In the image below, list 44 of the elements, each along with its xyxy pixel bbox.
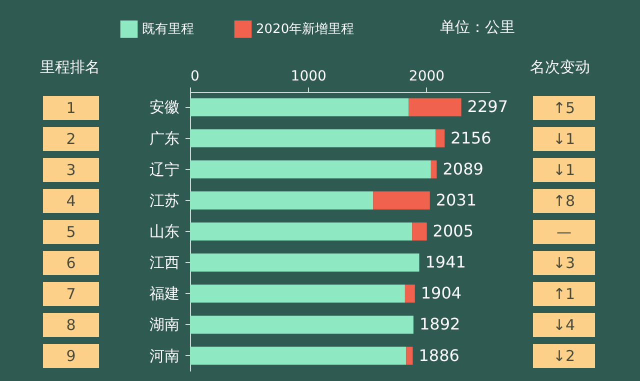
total-label: 2031 bbox=[436, 190, 477, 210]
label-box: ↑1 bbox=[533, 282, 595, 306]
total-label: 1892 bbox=[419, 314, 460, 334]
legend-label: 既有里程 bbox=[142, 22, 194, 38]
x-tick-label: 0 bbox=[190, 68, 200, 84]
label-box: 8 bbox=[43, 312, 99, 336]
legend-label: 2020年新增里程 bbox=[256, 22, 354, 38]
label-box: ↑5 bbox=[533, 96, 595, 120]
label-box: ↓1 bbox=[533, 158, 595, 182]
label-box: 2 bbox=[43, 126, 99, 150]
total-label: 1941 bbox=[425, 252, 466, 272]
y-tick-label: 湖南 bbox=[150, 316, 180, 334]
label-box: 9 bbox=[43, 344, 99, 368]
label-box: 7 bbox=[43, 282, 99, 306]
label-box: — bbox=[533, 220, 595, 244]
y-tick-label: 山东 bbox=[150, 222, 180, 240]
label-box: ↓3 bbox=[533, 250, 595, 274]
label-box: ↓1 bbox=[533, 126, 595, 150]
x-tick-label: 1000 bbox=[290, 68, 326, 84]
total-label: 2005 bbox=[432, 222, 474, 240]
label-box: ↓4 bbox=[533, 312, 595, 336]
total-label: 2089 bbox=[442, 159, 484, 178]
y-tick-label: 安徽 bbox=[150, 98, 180, 116]
y-tick-label: 广东 bbox=[150, 129, 180, 148]
y-tick-label: 辽宁 bbox=[150, 160, 180, 178]
text: 单位：公里 bbox=[440, 18, 515, 36]
label-box: 3 bbox=[43, 158, 99, 182]
label-box: 1 bbox=[43, 96, 99, 120]
text: 名次变动 bbox=[530, 58, 590, 76]
total-label: 2156 bbox=[450, 128, 492, 148]
text: 里程排名 bbox=[40, 58, 100, 76]
label-box: ↓2 bbox=[533, 344, 595, 368]
label-box: 6 bbox=[43, 250, 99, 274]
label-box: 5 bbox=[43, 220, 99, 244]
total-label: 1886 bbox=[418, 346, 460, 365]
y-tick-label: 福建 bbox=[150, 284, 180, 303]
label-box: 4 bbox=[43, 188, 99, 212]
y-tick-label: 江西 bbox=[150, 254, 180, 272]
y-tick-label: 江苏 bbox=[150, 191, 180, 210]
y-tick-label: 河南 bbox=[150, 346, 180, 365]
total-label: 2297 bbox=[467, 97, 508, 116]
total-label: 1904 bbox=[420, 284, 462, 303]
x-tick-label: 2000 bbox=[408, 68, 445, 84]
label-box: ↑8 bbox=[533, 188, 595, 212]
